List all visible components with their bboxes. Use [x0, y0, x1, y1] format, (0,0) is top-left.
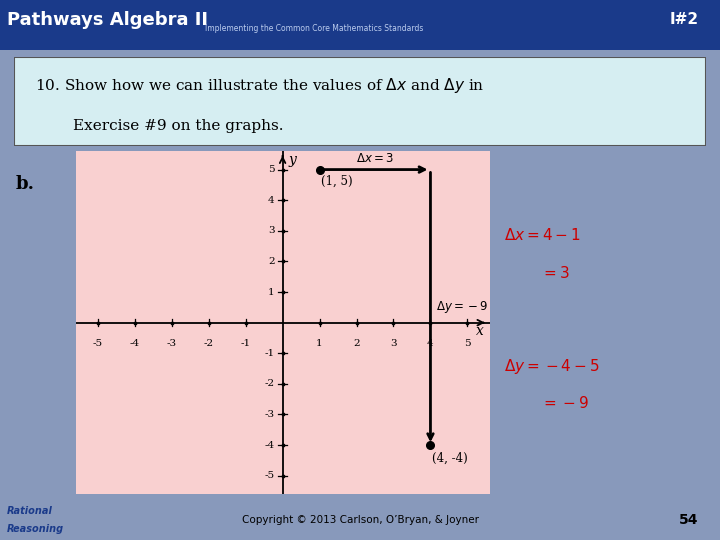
Text: 5: 5	[268, 165, 274, 174]
Text: (1, 5): (1, 5)	[321, 175, 353, 188]
Text: -1: -1	[264, 349, 274, 358]
Text: 10. Show how we can illustrate the values of $\Delta x$ and $\Delta y$ in: 10. Show how we can illustrate the value…	[35, 76, 485, 94]
Text: $\Delta x = 4 - 1$: $\Delta x = 4 - 1$	[504, 227, 581, 244]
Text: x: x	[477, 324, 485, 338]
Text: 3: 3	[268, 226, 274, 235]
Text: -4: -4	[264, 441, 274, 450]
Text: $\Delta x = 3$: $\Delta x = 3$	[356, 152, 394, 165]
Text: -2: -2	[264, 380, 274, 388]
Text: 3: 3	[390, 340, 397, 348]
Text: 1: 1	[268, 287, 274, 296]
Text: 4: 4	[427, 340, 433, 348]
Text: $\Delta y = -9$: $\Delta y = -9$	[436, 299, 488, 315]
FancyBboxPatch shape	[14, 57, 706, 146]
FancyBboxPatch shape	[0, 0, 720, 50]
Text: Pathways Algebra II: Pathways Algebra II	[7, 11, 208, 29]
Text: b.: b.	[16, 175, 35, 193]
Text: (4, -4): (4, -4)	[432, 452, 468, 465]
Text: -5: -5	[264, 471, 274, 480]
Text: -4: -4	[130, 340, 140, 348]
Text: $\Delta y = -4 - 5$: $\Delta y = -4 - 5$	[504, 356, 600, 376]
Text: -3: -3	[264, 410, 274, 419]
Text: Exercise #9 on the graphs.: Exercise #9 on the graphs.	[73, 119, 284, 133]
Text: 2: 2	[268, 257, 274, 266]
Text: 54: 54	[679, 513, 698, 527]
Text: Reasoning: Reasoning	[7, 524, 64, 534]
Text: -3: -3	[166, 340, 177, 348]
Text: $= -9$: $= -9$	[541, 395, 589, 411]
Text: Copyright © 2013 Carlson, O’Bryan, & Joyner: Copyright © 2013 Carlson, O’Bryan, & Joy…	[241, 515, 479, 525]
Text: $= 3$: $= 3$	[541, 265, 570, 281]
Text: Rational: Rational	[7, 506, 53, 516]
Text: 4: 4	[268, 195, 274, 205]
Text: 1: 1	[316, 340, 323, 348]
Text: 5: 5	[464, 340, 471, 348]
Text: -2: -2	[204, 340, 214, 348]
Text: -1: -1	[240, 340, 251, 348]
Text: Implementing the Common Core Mathematics Standards: Implementing the Common Core Mathematics…	[205, 24, 423, 33]
Text: -5: -5	[93, 340, 103, 348]
Text: y: y	[288, 153, 296, 167]
Text: I#2: I#2	[670, 12, 698, 28]
Text: 2: 2	[354, 340, 360, 348]
